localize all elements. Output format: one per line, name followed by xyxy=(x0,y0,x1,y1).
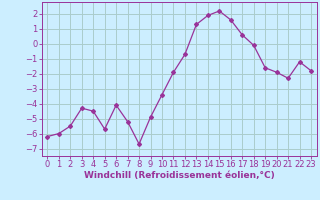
X-axis label: Windchill (Refroidissement éolien,°C): Windchill (Refroidissement éolien,°C) xyxy=(84,171,275,180)
